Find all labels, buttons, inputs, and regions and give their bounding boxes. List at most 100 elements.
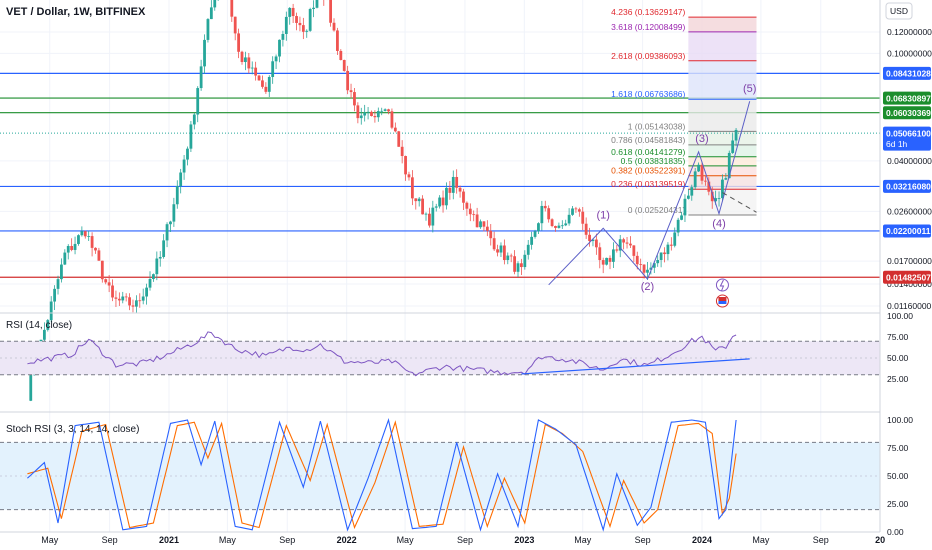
- candle-body: [301, 25, 305, 32]
- candle: [571, 206, 574, 216]
- candle-body: [727, 152, 731, 179]
- candle: [203, 34, 206, 74]
- candle: [213, 0, 217, 11]
- candle-body: [591, 239, 595, 242]
- candle-body: [615, 249, 619, 251]
- candle-body: [284, 16, 288, 34]
- candle: [472, 210, 476, 222]
- candle: [141, 288, 145, 305]
- candle-body: [564, 223, 568, 226]
- time-axis[interactable]: May Sep 2021 May Sep 2022 May Sep 2023 May Sep 2024…: [41, 535, 885, 545]
- candle-body: [359, 115, 363, 119]
- candles: [29, 0, 738, 402]
- candle-body: [400, 146, 404, 157]
- candle: [516, 261, 520, 277]
- candle: [434, 203, 438, 212]
- candle: [349, 83, 353, 99]
- candle: [526, 239, 530, 260]
- wave-label: (2): [641, 281, 654, 293]
- stoch-tick-label: 25.00: [887, 499, 909, 509]
- candle-body: [90, 236, 94, 248]
- candle: [666, 242, 670, 261]
- flag-stripe: [718, 297, 727, 301]
- candle-body: [567, 214, 571, 224]
- candle-body: [656, 259, 660, 264]
- candle-body: [353, 92, 356, 106]
- fib-extension[interactable]: 4.236 (0.13629147) 3.618 (0.12008499) 2.61…: [0, 7, 880, 216]
- candle-body: [87, 236, 91, 237]
- candle: [128, 293, 131, 311]
- candle: [530, 231, 534, 250]
- candle-body: [121, 296, 125, 301]
- candle-body: [502, 245, 506, 261]
- candle-body: [438, 197, 442, 207]
- candle: [431, 200, 435, 233]
- candle: [690, 184, 694, 201]
- candle-body: [182, 159, 186, 173]
- candle: [66, 244, 70, 260]
- candle-body: [213, 0, 217, 8]
- candle: [615, 245, 619, 253]
- price-tick-label: 0.01700000: [887, 256, 932, 266]
- candle: [629, 236, 632, 248]
- candle-body: [209, 7, 213, 20]
- candle-body: [233, 16, 237, 34]
- candle-body: [107, 282, 111, 286]
- candle-body: [312, 7, 315, 10]
- time-tick-label: Sep: [635, 535, 651, 545]
- candle-body: [629, 243, 632, 246]
- price-tick-label: 0.10000000: [887, 48, 932, 58]
- candle-body: [635, 255, 639, 265]
- candle-body: [724, 178, 728, 180]
- candle: [417, 196, 421, 207]
- candle-body: [428, 213, 431, 226]
- time-tick-label: May: [397, 535, 415, 545]
- candle-body: [605, 257, 608, 265]
- fib-level-label: 0.382 (0.03522391): [611, 166, 685, 176]
- lightning-glyph: [719, 279, 725, 292]
- fib-zone: [688, 156, 757, 166]
- candle-body: [247, 57, 251, 69]
- candle-body: [421, 198, 425, 215]
- candle: [169, 220, 172, 232]
- candle-body: [288, 7, 292, 17]
- rsi-pane[interactable]: [0, 331, 880, 377]
- candle-body: [53, 288, 57, 302]
- stoch-rsi-pane[interactable]: [0, 417, 880, 532]
- candle-body: [499, 245, 503, 253]
- candle-body: [710, 191, 714, 202]
- candle-body: [100, 260, 104, 280]
- candle: [312, 0, 315, 18]
- price-tick-label: 0.02600000: [887, 206, 932, 216]
- candle: [278, 39, 281, 63]
- candle: [724, 173, 728, 181]
- candle: [217, 0, 219, 1]
- fib-level-label: 0 (0.02520431): [628, 205, 686, 215]
- candle: [499, 242, 503, 258]
- elliott-wave[interactable]: (1) (2) (3) (4) (5): [548, 83, 757, 308]
- candle-body: [632, 245, 636, 256]
- candle-body: [622, 239, 626, 243]
- candle: [261, 75, 264, 89]
- candle-body: [370, 111, 373, 117]
- candle-body: [66, 246, 70, 253]
- candle: [353, 87, 356, 112]
- candle-body: [114, 297, 118, 299]
- candle-body: [94, 247, 97, 251]
- projection-path: [722, 192, 757, 213]
- candle: [356, 102, 360, 124]
- candle-body: [281, 33, 285, 40]
- candle-body: [492, 238, 496, 250]
- pane-dividers[interactable]: [0, 312, 932, 533]
- candle: [704, 175, 707, 186]
- time-tick-label: May: [752, 535, 770, 545]
- time-tick-label: Sep: [279, 535, 295, 545]
- current-price-tag: [883, 126, 931, 151]
- candle-body: [390, 111, 394, 128]
- fib-level-label: 1.618 (0.06763686): [611, 89, 685, 99]
- candle: [649, 262, 653, 275]
- level-price-tag: [883, 270, 931, 284]
- candle-body: [308, 9, 312, 31]
- candle-body: [104, 279, 108, 283]
